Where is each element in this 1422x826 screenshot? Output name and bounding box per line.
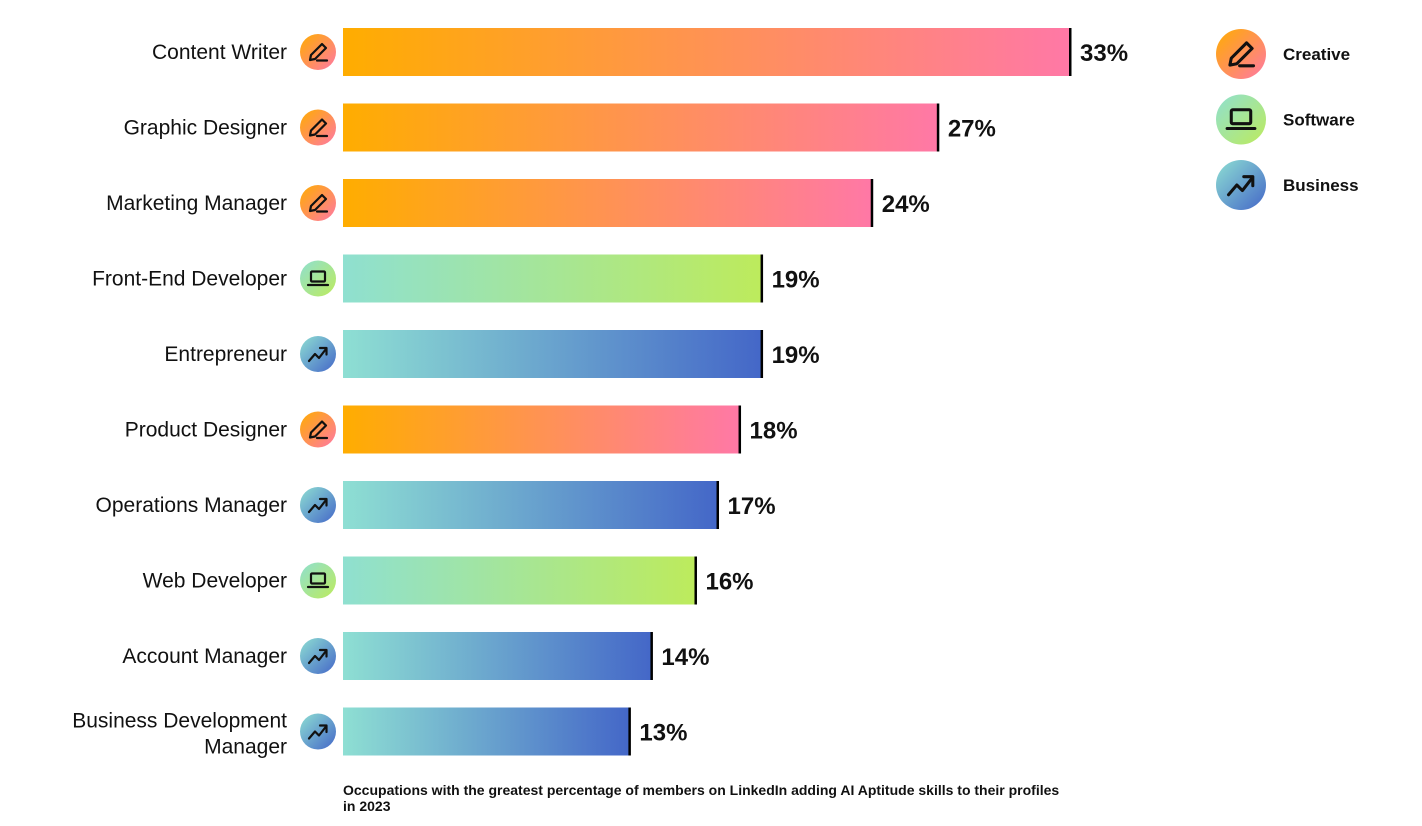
bar-row: 27% Graphic Designer [124, 103, 996, 152]
bar-row: 16% Web Developer [143, 556, 754, 605]
pencil-icon-bg [300, 109, 336, 146]
trend-up-icon-bg [300, 638, 336, 674]
legend: Creative Software Business [1216, 29, 1359, 210]
bar [343, 556, 696, 605]
bar-row: 19% Entrepreneur [164, 330, 820, 378]
bar-end-marker [694, 556, 697, 605]
legend-item: Business [1216, 160, 1359, 210]
bar [343, 254, 762, 303]
bar-end-marker [936, 103, 940, 152]
category-label: Entrepreneur [164, 343, 287, 366]
bar [343, 330, 762, 378]
legend-label: Business [1283, 176, 1359, 195]
pencil-icon-bg [1216, 29, 1266, 79]
value-label: 17% [728, 493, 776, 520]
bar [343, 28, 1070, 76]
category-label: Web Developer [143, 570, 287, 593]
category-label: Business Development Manager [72, 710, 287, 759]
trend-up-icon [300, 336, 336, 372]
pencil-icon [300, 411, 336, 448]
value-label: 16% [705, 569, 753, 596]
value-label: 18% [750, 418, 798, 445]
category-label: Content Writer [152, 41, 287, 64]
bar [343, 632, 652, 680]
laptop-icon [300, 260, 336, 297]
legend-label: Software [1283, 111, 1355, 130]
legend-item: Creative [1216, 29, 1350, 79]
trend-up-icon-bg [300, 713, 336, 750]
category-label: Front-End Developer [92, 268, 287, 291]
category-label: Marketing Manager [106, 192, 287, 215]
bar-row: 33% Content Writer [152, 28, 1128, 76]
legend-label: Creative [1283, 45, 1350, 64]
trend-up-icon-bg [1216, 160, 1266, 210]
bars-layer: 33% Content Writer 27% Graphic Designer 24% M… [72, 28, 1128, 759]
bar [343, 179, 872, 227]
category-label: Product Designer [125, 419, 287, 442]
trend-up-icon-bg [300, 336, 336, 372]
legend-item: Software [1216, 94, 1355, 145]
pencil-icon-bg [300, 34, 336, 70]
pencil-icon [300, 185, 336, 221]
value-label: 27% [948, 116, 996, 143]
value-label: 13% [639, 720, 687, 747]
pencil-icon [300, 34, 336, 70]
value-label: 33% [1080, 40, 1128, 67]
laptop-icon [1216, 94, 1266, 145]
pencil-icon-bg [300, 411, 336, 448]
trend-up-icon [1216, 160, 1266, 210]
bar [343, 707, 630, 756]
bar-row: 18% Product Designer [125, 405, 798, 454]
bar [343, 103, 938, 152]
trend-up-icon [300, 487, 336, 523]
bar-end-marker [760, 330, 764, 378]
bar-end-marker [1069, 28, 1072, 76]
bar-end-marker [760, 254, 764, 303]
value-label: 19% [772, 267, 820, 294]
trend-up-icon [300, 713, 336, 750]
bar-row: 14% Account Manager [122, 632, 709, 680]
laptop-icon [300, 562, 336, 599]
bar [343, 405, 740, 454]
bar-end-marker [738, 405, 742, 454]
category-label: Operations Manager [96, 494, 287, 517]
value-label: 14% [661, 644, 709, 671]
bar [343, 481, 718, 529]
bar-end-marker [870, 179, 874, 227]
bar-row: 17% Operations Manager [96, 481, 776, 529]
category-label: Graphic Designer [124, 117, 287, 140]
pencil-icon [300, 109, 336, 146]
laptop-icon-bg [300, 260, 336, 297]
trend-up-icon-bg [300, 487, 336, 523]
bar-row: 13% Business Development Manager [72, 707, 687, 759]
category-label: Account Manager [122, 645, 287, 668]
pencil-icon-bg [300, 185, 336, 221]
laptop-icon-bg [1216, 94, 1266, 145]
bar-row: 24% Marketing Manager [106, 179, 930, 227]
laptop-icon-bg [300, 562, 336, 599]
trend-up-icon [300, 638, 336, 674]
chart-caption: Occupations with the greatest percentage… [343, 782, 1060, 814]
bar-row: 19% Front-End Developer [92, 254, 820, 303]
bar-end-marker [716, 481, 720, 529]
pencil-icon [1216, 29, 1266, 79]
value-label: 24% [882, 191, 930, 218]
bar-end-marker [628, 707, 631, 756]
bar-end-marker [650, 632, 653, 680]
value-label: 19% [772, 342, 820, 369]
